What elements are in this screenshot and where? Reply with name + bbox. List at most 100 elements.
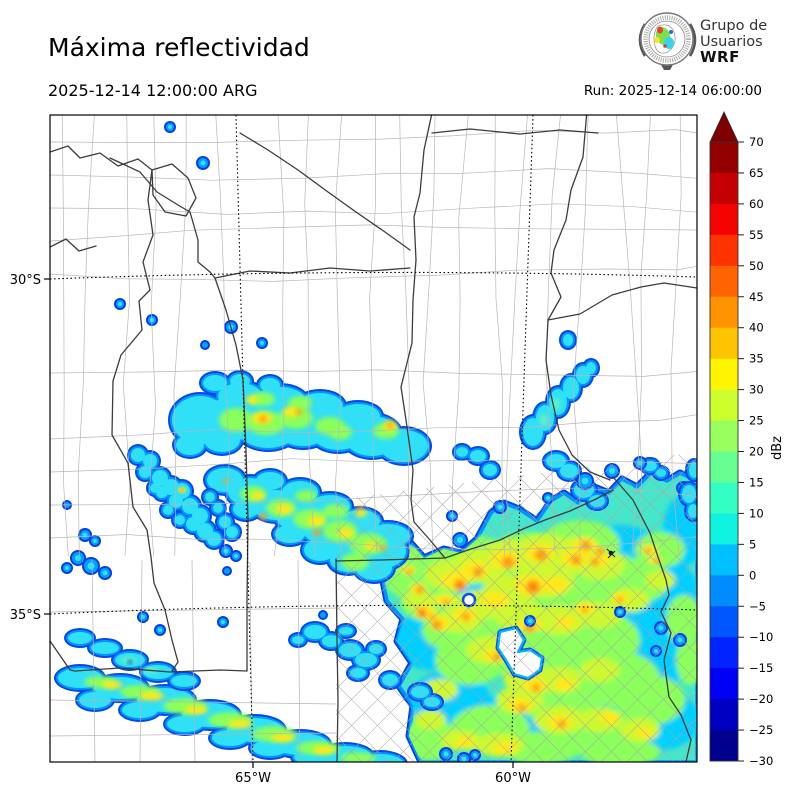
colorbar-segment: [710, 606, 738, 638]
echo-cell: [530, 584, 536, 590]
echo-cell: [443, 599, 449, 605]
echo-cell: [140, 692, 164, 700]
county-line: [77, 115, 95, 556]
echo-cell: [560, 464, 578, 478]
county-line: [336, 452, 697, 690]
echo-cell: [139, 466, 151, 478]
echo-cell: [336, 404, 380, 428]
echo-speck: [260, 341, 264, 345]
echo-cell: [295, 490, 317, 502]
echo-band: [203, 464, 414, 584]
echo-speck: [87, 562, 95, 570]
axis-ticks: [44, 278, 514, 768]
county-line: [50, 224, 697, 242]
echo-speck: [234, 554, 238, 558]
county-line: [336, 665, 697, 762]
echo-cell: [323, 504, 349, 518]
colorbar-tick-label: −20: [749, 692, 773, 706]
echo-cell: [532, 684, 540, 692]
colorbar: 7065605550454035302520151050−5−10−15−20−…: [709, 111, 773, 768]
colorbar-segment: [710, 575, 738, 607]
echo-cell: [204, 428, 240, 452]
county-line: [336, 452, 697, 742]
county-line: [336, 452, 697, 552]
echo-cell: [676, 635, 697, 685]
echo-cell: [535, 549, 547, 561]
echo-inner: [223, 478, 386, 551]
city-marker: [606, 548, 616, 559]
echo-cell: [275, 525, 305, 543]
county-mesh-north: [50, 115, 697, 556]
echo-cell: [563, 334, 573, 346]
gridline-35S: [50, 604, 697, 615]
colorbar-segment: [710, 544, 738, 576]
echo-cell: [212, 730, 248, 746]
echo-cell: [182, 498, 198, 514]
logo-text-line2: Usuarios: [700, 34, 763, 50]
lat-tick-30s: 30°S: [10, 273, 41, 288]
colorbar-tick-label: 45: [749, 290, 764, 304]
county-mesh-southwest: [50, 559, 337, 762]
echo-cell: [152, 470, 168, 486]
county-line: [505, 115, 528, 556]
echo-cell: [68, 632, 92, 644]
echo-cell: [558, 720, 566, 728]
county-line: [215, 115, 230, 556]
echo-cell: [228, 720, 252, 728]
echo-inner: [178, 487, 186, 493]
echo-cell: [540, 414, 548, 426]
echo-cell: [416, 586, 424, 594]
echo-cell: [292, 636, 304, 644]
echo-inner: [259, 409, 393, 428]
echo-cell: [288, 396, 312, 410]
colorbar-tick-label: 30: [749, 383, 764, 397]
echo-inner: [128, 660, 132, 664]
echo-cell: [304, 625, 326, 639]
colorbar-tick-label: −5: [749, 599, 766, 613]
echo-inner: [102, 681, 335, 754]
county-line: [61, 115, 69, 556]
echo-speck: [75, 555, 81, 561]
echo-cell: [271, 734, 295, 742]
colorbar-tick-label: 35: [749, 352, 764, 366]
echo-cell: [102, 681, 122, 689]
county-line: [148, 115, 157, 556]
echo-speck: [93, 539, 97, 543]
echo-cell: [150, 483, 160, 493]
echo-cell: [542, 577, 568, 593]
county-line: [336, 452, 697, 560]
colorbar-segment: [710, 637, 738, 669]
echo-speck: [473, 753, 477, 757]
echo-cell: [635, 532, 685, 568]
echo-cell: [563, 377, 579, 399]
echo-band: [168, 370, 432, 466]
echo-cell: [186, 517, 200, 531]
echo-speck: [65, 566, 69, 570]
echo-mass-interior: [385, 495, 697, 762]
gridline-60W: [510, 115, 534, 762]
echo-speck: [202, 342, 208, 348]
county-line: [336, 452, 697, 664]
colorbar-segment: [710, 482, 738, 514]
colorbar-segment: [710, 203, 738, 236]
echo-cell: [481, 592, 509, 608]
echo-band: [678, 458, 697, 522]
echo-cell: [615, 675, 685, 725]
gridline-30S: [50, 271, 697, 280]
county-line: [336, 561, 697, 762]
county-line: [304, 115, 317, 556]
gridline-65W: [235, 115, 254, 762]
colorbar-tick-label: 10: [749, 506, 764, 520]
lon-tick-60w: 60°W: [495, 771, 531, 786]
echo-speck: [654, 649, 658, 653]
echo-cell: [226, 526, 238, 538]
county-line: [336, 452, 697, 682]
echo-cell: [283, 407, 299, 417]
county-line: [369, 115, 378, 556]
county-line: [494, 115, 505, 556]
echo-cell: [163, 505, 173, 515]
echo-cell: [429, 614, 435, 620]
colorbar-segment: [710, 142, 738, 174]
echo-cell: [339, 627, 353, 635]
logo-emblem-icon: [638, 12, 697, 70]
